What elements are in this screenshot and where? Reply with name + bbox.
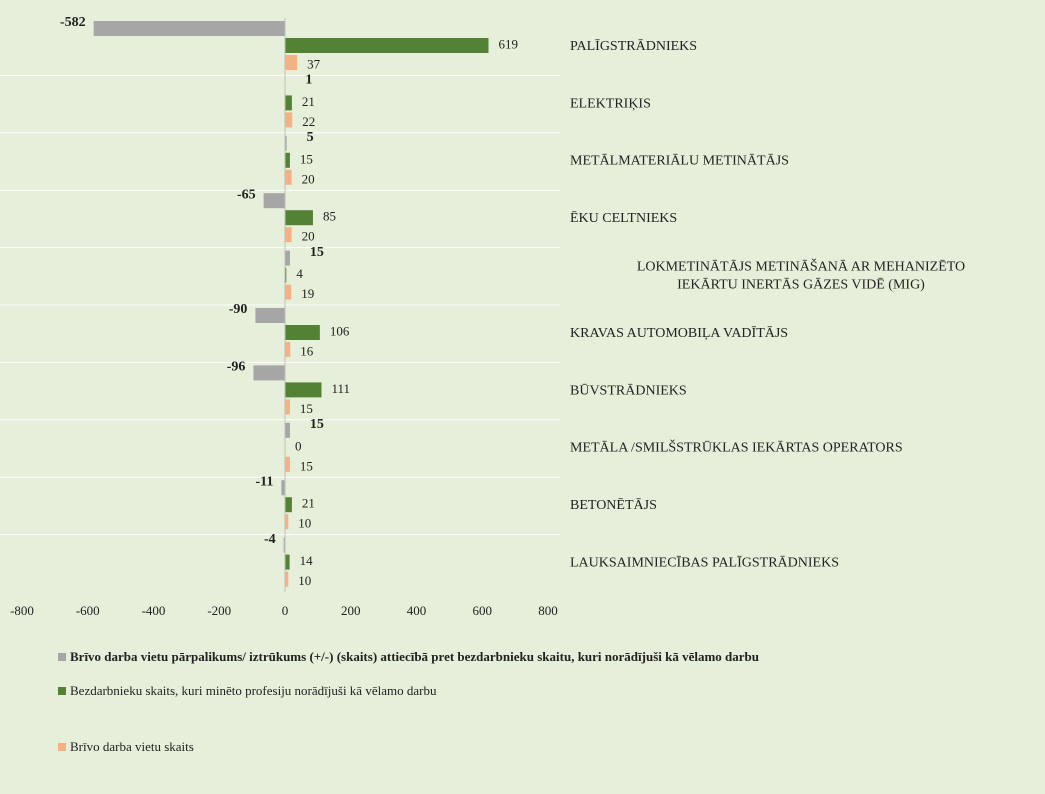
bar	[285, 555, 290, 570]
bar	[285, 457, 290, 472]
data-label: -11	[255, 474, 273, 489]
category-label: BETONĒTĀJS	[570, 497, 657, 513]
legend-item: Brīvo darba vietu skaits	[58, 738, 858, 756]
x-tick-label: 800	[538, 603, 558, 618]
bar	[285, 251, 290, 266]
x-tick-label: -800	[10, 603, 34, 618]
category-label: KRAVAS AUTOMOBIĻA VADĪTĀJS	[570, 325, 788, 341]
bar	[285, 153, 290, 168]
bar	[253, 365, 285, 380]
legend-swatch	[58, 687, 66, 695]
category-label: BŪVSTRĀDNIEKS	[570, 382, 687, 398]
data-label: -65	[237, 187, 256, 202]
data-label: 16	[300, 343, 314, 358]
legend-item: Bezdarbnieku skaits, kuri minēto profesi…	[58, 682, 858, 700]
category-label: PALĪGSTRĀDNIEKS	[570, 38, 697, 54]
data-label: 10	[298, 573, 311, 588]
bar	[285, 55, 297, 70]
bar	[285, 342, 290, 357]
bar	[285, 210, 313, 225]
bar	[285, 399, 290, 414]
category-label: ELEKTRIĶIS	[570, 96, 651, 111]
x-tick-label: 200	[341, 603, 361, 618]
bar	[255, 308, 285, 323]
data-label: 22	[302, 114, 315, 129]
data-label: 15	[300, 151, 313, 166]
data-label: 4	[296, 266, 303, 281]
bar	[285, 112, 292, 127]
legend-label: Brīvo darba vietu skaits	[70, 739, 194, 754]
data-label: 0	[295, 438, 302, 453]
data-label: 15	[300, 458, 313, 473]
category-label: METĀLMATERIĀLU METINĀTĀJS	[570, 153, 789, 169]
bar	[94, 21, 285, 36]
data-label: 15	[310, 417, 324, 432]
legend-label: Brīvo darba vietu pārpalikums/ iztrūkums…	[70, 649, 759, 664]
legend-swatch	[58, 743, 66, 751]
category-label: METĀLA /SMILŠSTRŪKLAS IEKĀRTAS OPERATORS	[570, 439, 903, 456]
data-label: 15	[310, 245, 324, 260]
data-label: 14	[300, 553, 314, 568]
data-label: -582	[60, 15, 86, 30]
data-label: 5	[307, 130, 314, 145]
data-label: 20	[302, 229, 315, 244]
data-label: 619	[498, 36, 517, 51]
data-label: -90	[229, 302, 248, 317]
bar	[281, 480, 285, 495]
data-label: 106	[330, 323, 350, 338]
bar	[264, 193, 285, 208]
data-label: 111	[331, 381, 350, 396]
legend-swatch	[58, 653, 66, 661]
data-label: -96	[227, 360, 246, 375]
legend-item: Brīvo darba vietu pārpalikums/ iztrūkums…	[58, 648, 858, 666]
data-label: 85	[323, 209, 336, 224]
data-label: 10	[298, 516, 311, 531]
bar	[285, 497, 292, 512]
bar	[285, 325, 320, 340]
data-label: 37	[307, 56, 321, 71]
x-tick-label: -600	[76, 603, 100, 618]
x-tick-label: 600	[473, 603, 493, 618]
x-tick-label: 0	[282, 603, 289, 618]
bar	[285, 423, 290, 438]
data-label: 19	[301, 286, 314, 301]
data-label: 20	[302, 171, 315, 186]
category-label: ĒKU CELTNIEKS	[570, 210, 677, 226]
bar	[285, 38, 488, 53]
data-label: 21	[302, 94, 315, 109]
x-tick-label: -200	[207, 603, 231, 618]
bar	[285, 285, 291, 300]
category-label: LAUKSAIMNIECĪBAS PALĪGSTRĀDNIEKS	[570, 555, 839, 571]
bar	[285, 95, 292, 110]
legend: Brīvo darba vietu pārpalikums/ iztrūkums…	[58, 648, 858, 794]
data-label: 1	[305, 73, 312, 88]
bar	[285, 382, 321, 397]
bar	[285, 170, 292, 185]
bar	[285, 227, 292, 242]
data-label: -4	[264, 532, 276, 547]
x-tick-label: 400	[407, 603, 427, 618]
x-tick-label: -400	[142, 603, 166, 618]
data-label: 15	[300, 401, 313, 416]
data-label: 21	[302, 496, 315, 511]
legend-label: Bezdarbnieku skaits, kuri minēto profesi…	[70, 683, 436, 698]
